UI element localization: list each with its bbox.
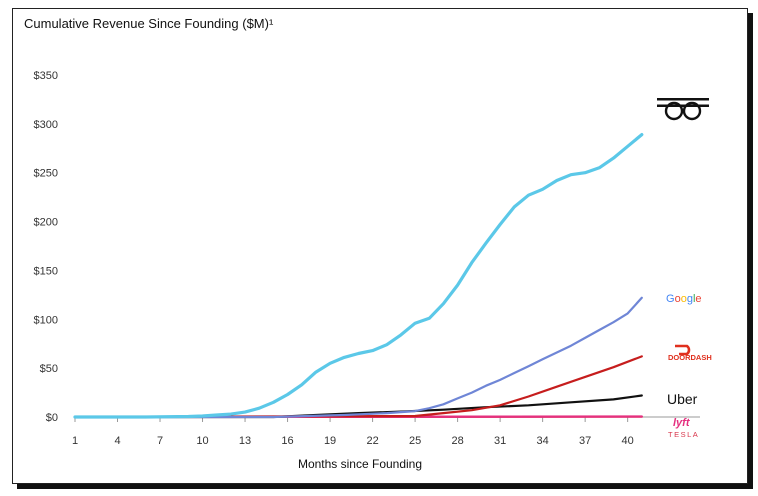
chart-title: Cumulative Revenue Since Founding ($M)¹ bbox=[24, 16, 274, 31]
x-axis-label: Months since Founding bbox=[298, 457, 422, 471]
x-tick-label: 7 bbox=[157, 435, 163, 447]
x-tick-label: 13 bbox=[239, 435, 251, 447]
y-tick-label: $300 bbox=[34, 119, 58, 131]
series-lines bbox=[73, 133, 644, 419]
x-tick-label: 16 bbox=[281, 435, 293, 447]
x-tick-label: 19 bbox=[324, 435, 336, 447]
x-tick-label: 31 bbox=[494, 435, 506, 447]
x-tick-label: 37 bbox=[579, 435, 591, 447]
google-label: Google bbox=[666, 293, 702, 305]
series-line-bird-logo bbox=[73, 133, 644, 419]
y-tick-label: $50 bbox=[40, 363, 58, 375]
series-line-google bbox=[73, 296, 643, 419]
x-tick-label: 22 bbox=[366, 435, 378, 447]
y-tick-label: $150 bbox=[34, 265, 58, 277]
brand-labels: Google DOORDASH Uber lyft TESLA bbox=[657, 98, 712, 439]
y-tick-label: $250 bbox=[34, 168, 58, 180]
y-tick-label: $350 bbox=[34, 70, 58, 82]
doordash-label: DOORDASH bbox=[668, 353, 712, 362]
x-tick-label: 1 bbox=[72, 435, 78, 447]
y-tick-label: $100 bbox=[34, 314, 58, 326]
bird-logo-icon bbox=[657, 98, 709, 121]
axes: $0 $50 $100 $150 $200 $250 $300 $350 1 4 7 10 13 16 19… bbox=[34, 70, 700, 471]
x-tick-label: 34 bbox=[537, 435, 549, 447]
x-tick-label: 10 bbox=[196, 435, 208, 447]
x-tick-label: 28 bbox=[451, 435, 463, 447]
x-tick-label: 40 bbox=[622, 435, 634, 447]
uber-label: Uber bbox=[667, 391, 698, 407]
tesla-label: TESLA bbox=[668, 430, 699, 439]
x-tick-label: 4 bbox=[114, 435, 120, 447]
chart-frame bbox=[12, 8, 748, 484]
y-tick-label: $200 bbox=[34, 217, 58, 229]
doordash-icon bbox=[675, 344, 691, 356]
series-line-doordash bbox=[73, 355, 643, 419]
y-tick-label: $0 bbox=[46, 412, 58, 424]
x-tick-label: 25 bbox=[409, 435, 421, 447]
lyft-label: lyft bbox=[673, 417, 691, 429]
